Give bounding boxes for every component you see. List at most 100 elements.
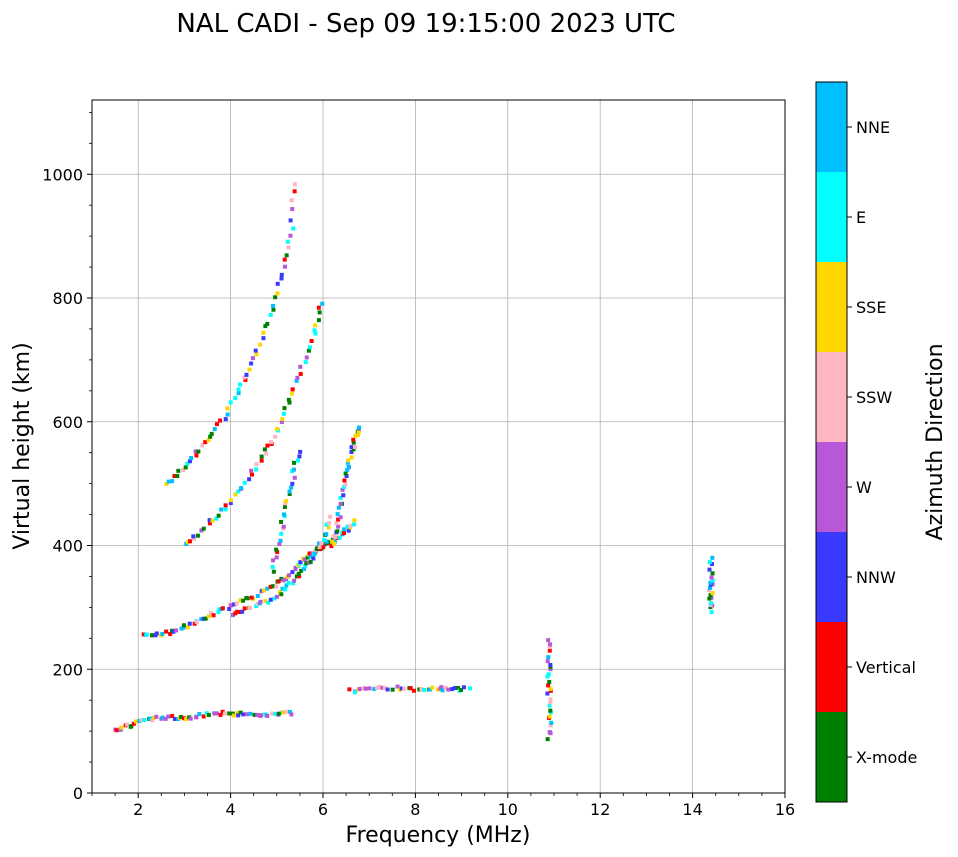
echo-point (547, 730, 552, 735)
echo-point (707, 596, 712, 601)
echo-point (443, 685, 448, 690)
echo-point (214, 516, 219, 521)
echo-point (304, 355, 309, 360)
echo-point (268, 312, 273, 317)
echo-point (338, 515, 343, 520)
colorbar-label: SSW (856, 388, 892, 407)
echo-point (228, 501, 233, 506)
x-tick-label: 12 (590, 800, 610, 819)
echo-point (261, 588, 266, 593)
echo-point (549, 720, 554, 725)
echo-point (547, 714, 552, 719)
echo-point (281, 710, 286, 715)
echo-point (219, 507, 224, 512)
echo-point (295, 458, 300, 463)
echo-point (317, 310, 322, 315)
echo-point (450, 687, 455, 692)
echo-point (274, 584, 279, 589)
echo-point (417, 687, 422, 692)
echo-point (150, 633, 155, 638)
echo-point (249, 361, 254, 366)
echo-point (242, 480, 247, 485)
echo-point (710, 578, 715, 583)
echo-point (275, 291, 280, 296)
echo-point (137, 719, 142, 724)
colorbar-title: Azimuth Direction (923, 343, 948, 540)
echo-point (252, 712, 257, 717)
echo-point (287, 573, 292, 578)
echo-point (254, 604, 259, 609)
echo-point (338, 501, 343, 506)
echo-point (147, 716, 152, 721)
echo-point (142, 718, 147, 723)
echo-point (275, 426, 280, 431)
echo-point (316, 318, 321, 323)
echo-point (291, 581, 296, 586)
echo-point (275, 549, 280, 554)
echo-point (707, 586, 712, 591)
echo-point (279, 272, 284, 277)
echo-point (468, 686, 473, 691)
echo-point (139, 718, 144, 723)
echo-point (188, 716, 193, 721)
echo-point (259, 458, 264, 463)
echo-point (297, 574, 302, 579)
y-tick-label: 0 (73, 784, 83, 803)
echo-point (282, 406, 287, 411)
echo-point (164, 629, 169, 634)
echo-point (710, 562, 715, 567)
echo-point (709, 595, 714, 600)
echo-point (317, 547, 322, 552)
echo-point (168, 631, 173, 636)
echo-point (255, 602, 260, 607)
echo-point (241, 598, 246, 603)
echo-point (363, 686, 368, 691)
echo-point (289, 485, 294, 490)
echo-point (302, 557, 307, 562)
echo-point (258, 599, 263, 604)
echo-point (548, 667, 553, 672)
echo-point (335, 512, 340, 517)
colorbar: X-mode Vertical NNW W SSW SSE E NNE (815, 81, 917, 803)
echo-point (243, 377, 248, 382)
echo-point (273, 711, 278, 716)
echo-point (352, 518, 357, 523)
echo-point (201, 714, 206, 719)
echo-point (232, 602, 237, 607)
echo-point (253, 348, 258, 353)
echo-point (290, 387, 295, 392)
echo-point (268, 597, 273, 602)
echo-point (311, 556, 316, 561)
echo-point (238, 598, 243, 603)
echo-point (212, 427, 217, 432)
echo-point (353, 433, 358, 438)
echo-point (342, 478, 347, 483)
echo-point (233, 396, 238, 401)
echo-point (335, 536, 340, 541)
echo-point (302, 566, 307, 571)
echo-point (195, 533, 200, 538)
grid-lines (92, 100, 786, 794)
echo-point (206, 438, 211, 443)
echo-point (181, 623, 186, 628)
echo-point (266, 600, 271, 605)
echo-point (214, 711, 219, 716)
echo-point (284, 577, 289, 582)
echo-point (293, 565, 298, 570)
echo-point (249, 472, 254, 477)
echo-point (200, 443, 205, 448)
echo-point (238, 710, 243, 715)
echo-point (545, 691, 550, 696)
echo-point (263, 324, 268, 329)
echo-point (274, 555, 279, 560)
echo-point (245, 712, 250, 717)
echo-point (343, 471, 348, 476)
echo-point (194, 715, 199, 720)
colorbar-swatch (816, 352, 847, 442)
echo-point (235, 609, 240, 614)
echo-point (234, 601, 239, 606)
echo-point (216, 610, 221, 615)
echo-point (308, 554, 313, 559)
echo-point (236, 391, 241, 396)
echo-point (176, 468, 181, 473)
